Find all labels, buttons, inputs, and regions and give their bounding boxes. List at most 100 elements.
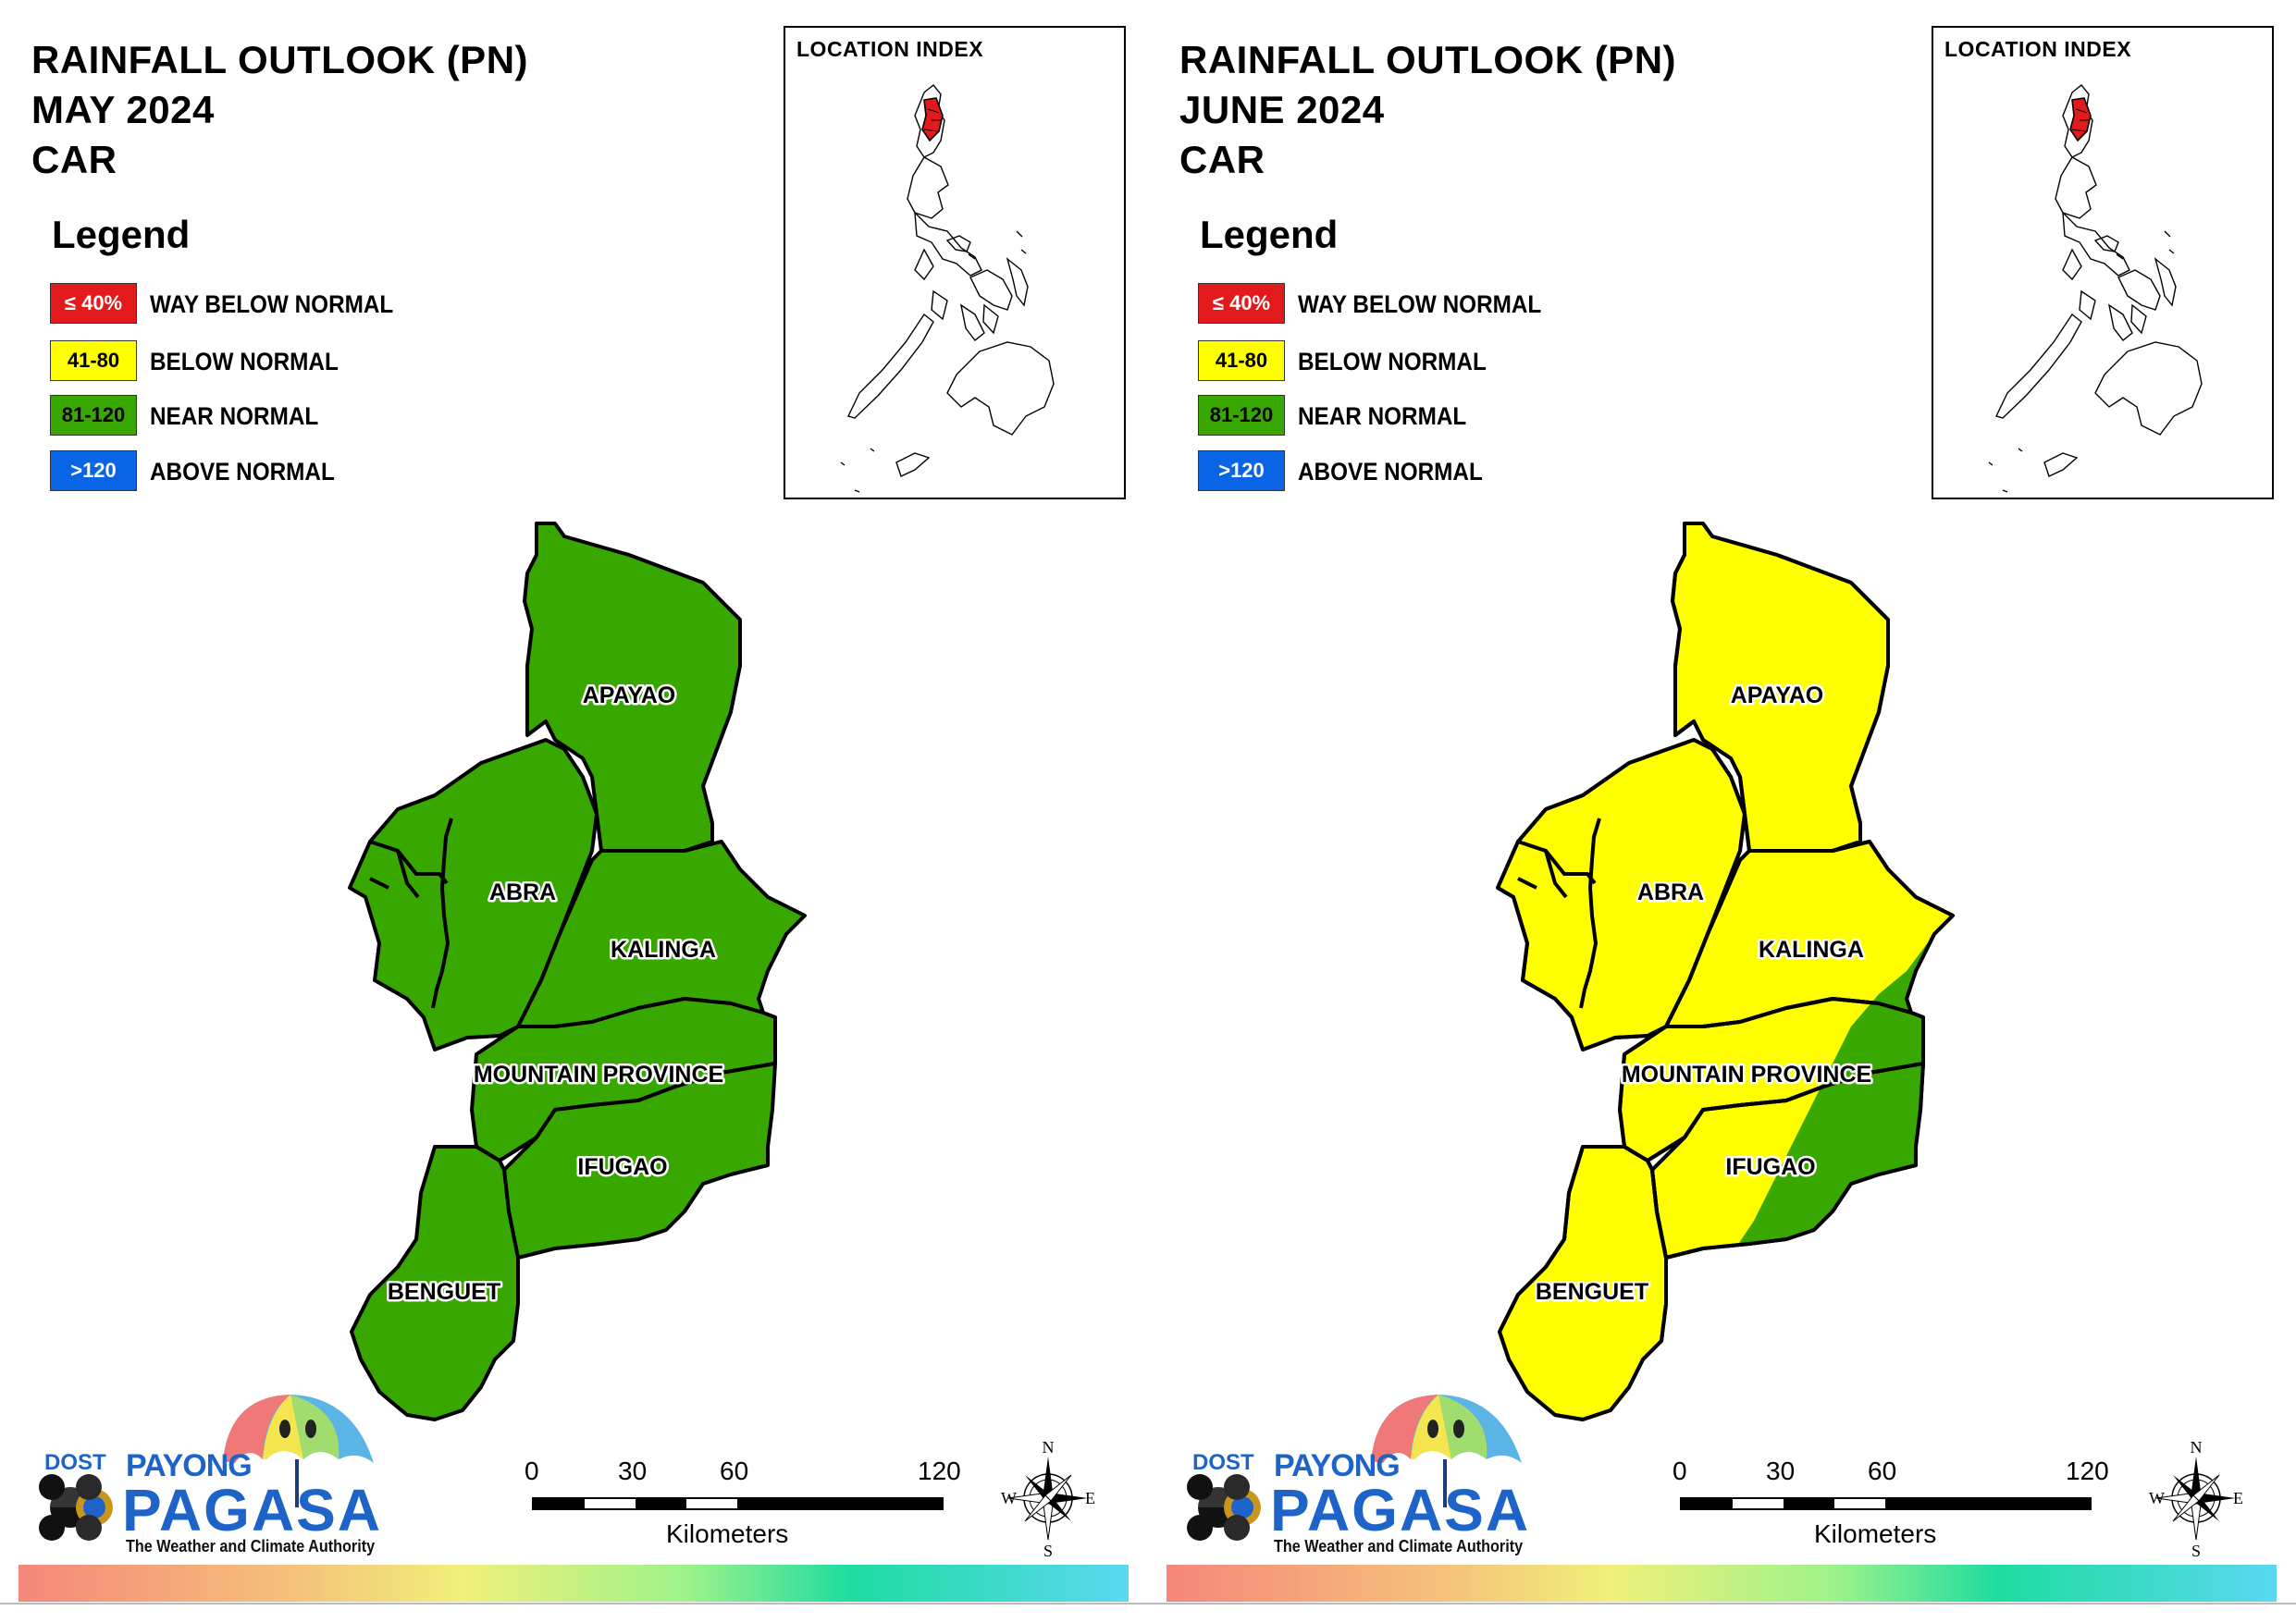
- province-benguet: [350, 1145, 520, 1421]
- philippines-outline-map: [840, 84, 1055, 493]
- pagasa-color-band: [1167, 1565, 2277, 1602]
- payong-pagasa-logo: DOST PAYONG PAGASA The Weather and Clima…: [33, 1387, 394, 1568]
- legend-title: Legend: [52, 213, 191, 256]
- compass-rose-icon: N S W E: [2149, 1438, 2243, 1560]
- title-line-3: CAR: [1179, 138, 1265, 181]
- river-boundary-abra: [431, 818, 453, 1009]
- title-line-1: RAINFALL OUTLOOK (PN): [31, 38, 529, 81]
- label-abra: ABRA: [1637, 879, 1704, 905]
- coast-inlet-abra: [369, 840, 449, 899]
- legend-item-near-normal: 81-120 NEAR NORMAL: [50, 395, 512, 441]
- logo-pagasa-text: PAGASA: [122, 1477, 383, 1543]
- scale-tick-30: 30: [618, 1457, 648, 1485]
- title-line-1: RAINFALL OUTLOOK (PN): [1179, 38, 1677, 81]
- svg-text:E: E: [1085, 1489, 1095, 1507]
- location-index-title: LOCATION INDEX: [1944, 37, 2132, 61]
- svg-text:N: N: [2191, 1438, 2203, 1457]
- legend-item-below-normal: 41-80 BELOW NORMAL: [1198, 340, 1660, 387]
- legend-item-near-normal: 81-120 NEAR NORMAL: [1198, 395, 1660, 441]
- scale-bar: 0 30 60 120 Kilometers: [518, 1457, 981, 1558]
- legend-label: NEAR NORMAL: [150, 402, 319, 430]
- logo-tagline: The Weather and Climate Authority: [126, 1537, 376, 1555]
- legend-label: ABOVE NORMAL: [150, 458, 335, 486]
- river-boundary-abra: [1579, 818, 1601, 1009]
- legend-swatch: ≤ 40%: [1198, 283, 1285, 324]
- label-apayao: APAYAO: [1731, 682, 1824, 708]
- svg-text:W: W: [1001, 1489, 1017, 1507]
- label-ifugao: IFUGAO: [1725, 1154, 1815, 1180]
- bottom-rule: [0, 1603, 1148, 1605]
- legend-swatch: 41-80: [50, 340, 137, 381]
- legend-label: ABOVE NORMAL: [1298, 458, 1483, 486]
- legend-label: BELOW NORMAL: [150, 348, 339, 375]
- scale-tick-0: 0: [525, 1457, 539, 1485]
- legend-swatch: >120: [50, 450, 137, 491]
- svg-text:S: S: [1043, 1542, 1053, 1558]
- label-mountain-province: MOUNTAIN PROVINCE: [474, 1062, 723, 1088]
- logo-payong-text: PAYONG: [1274, 1448, 1401, 1483]
- bottom-rule: [1148, 1603, 2296, 1605]
- logo-payong-text: PAYONG: [126, 1448, 253, 1483]
- legend-swatch: >120: [1198, 450, 1285, 491]
- svg-text:E: E: [2233, 1489, 2243, 1507]
- scale-bar-graphic: [532, 1497, 944, 1510]
- scale-tick-120: 120: [918, 1457, 961, 1485]
- scale-bar-graphic: [1680, 1497, 2092, 1510]
- svg-text:W: W: [2149, 1489, 2165, 1507]
- svg-text:S: S: [2191, 1542, 2201, 1558]
- outlook-panel-may: RAINFALL OUTLOOK (PN) MAY 2024 CAR Legen…: [0, 26, 1148, 1605]
- label-mountain-province: MOUNTAIN PROVINCE: [1622, 1062, 1871, 1088]
- outlook-panel-june: RAINFALL OUTLOOK (PN) JUNE 2024 CAR Lege…: [1148, 0, 2296, 1623]
- logo-dost-text: DOST: [44, 1450, 106, 1475]
- umbrella-icon: [1187, 1395, 1522, 1541]
- logo-dost-text: DOST: [1192, 1450, 1254, 1475]
- legend-title: Legend: [1200, 213, 1339, 256]
- scale-tick-120: 120: [2066, 1457, 2109, 1485]
- legend-label: WAY BELOW NORMAL: [150, 290, 394, 318]
- province-ifugao: [502, 1062, 777, 1260]
- legend-swatch: 81-120: [1198, 395, 1285, 436]
- label-kalinga: KALINGA: [611, 937, 716, 963]
- logo-pagasa-text: PAGASA: [1270, 1477, 1531, 1543]
- coast-inlet-abra: [1517, 840, 1597, 899]
- payong-pagasa-logo: DOST PAYONG PAGASA The Weather and Clima…: [1181, 1387, 1542, 1568]
- scale-unit-label: Kilometers: [666, 1519, 789, 1548]
- north-arrow-compass: N S W E: [2145, 1438, 2247, 1560]
- pagasa-color-band: [19, 1565, 1129, 1602]
- scale-bar: 0 30 60 120 Kilometers: [1666, 1457, 2129, 1558]
- label-kalinga: KALINGA: [1759, 937, 1864, 963]
- legend-label: WAY BELOW NORMAL: [1298, 290, 1542, 318]
- location-index-inset: LOCATION INDEX: [1932, 26, 2274, 499]
- title-line-2: MAY 2024: [31, 88, 215, 131]
- label-abra: ABRA: [489, 879, 556, 905]
- legend-label: BELOW NORMAL: [1298, 348, 1487, 375]
- legend-item-above-normal: >120 ABOVE NORMAL: [50, 450, 512, 497]
- umbrella-icon: [39, 1395, 374, 1541]
- title-line-2: JUNE 2024: [1179, 88, 1385, 131]
- car-province-map: APAYAO ABRA KALINGA MOUNTAIN PROVINCE IF…: [1496, 522, 1955, 1421]
- scale-tick-60: 60: [1868, 1457, 1897, 1485]
- logo-tagline: The Weather and Climate Authority: [1274, 1537, 1524, 1555]
- compass-rose-icon: N S W E: [1001, 1438, 1095, 1560]
- province-abra: [348, 738, 599, 1051]
- label-apayao: APAYAO: [583, 682, 676, 708]
- legend-swatch: 81-120: [50, 395, 137, 436]
- scale-tick-30: 30: [1766, 1457, 1796, 1485]
- philippines-outline-map: [1988, 84, 2203, 493]
- location-index-inset: LOCATION INDEX: [784, 26, 1126, 499]
- legend-item-below-normal: 41-80 BELOW NORMAL: [50, 340, 512, 387]
- svg-text:N: N: [1043, 1438, 1055, 1457]
- scale-tick-60: 60: [720, 1457, 749, 1485]
- car-province-map: APAYAO ABRA KALINGA MOUNTAIN PROVINCE IF…: [348, 522, 807, 1421]
- legend-label: NEAR NORMAL: [1298, 402, 1467, 430]
- legend-item-way-below-normal: ≤ 40% WAY BELOW NORMAL: [50, 283, 512, 329]
- north-arrow-compass: N S W E: [997, 1438, 1099, 1560]
- map-title: RAINFALL OUTLOOK (PN) MAY 2024 CAR: [31, 35, 528, 185]
- legend-swatch: 41-80: [1198, 340, 1285, 381]
- legend-item-above-normal: >120 ABOVE NORMAL: [1198, 450, 1660, 497]
- map-title: RAINFALL OUTLOOK (PN) JUNE 2024 CAR: [1179, 35, 1676, 185]
- scale-unit-label: Kilometers: [1814, 1519, 1937, 1548]
- scale-tick-0: 0: [1673, 1457, 1687, 1485]
- label-benguet: BENGUET: [388, 1279, 500, 1305]
- label-ifugao: IFUGAO: [577, 1154, 667, 1180]
